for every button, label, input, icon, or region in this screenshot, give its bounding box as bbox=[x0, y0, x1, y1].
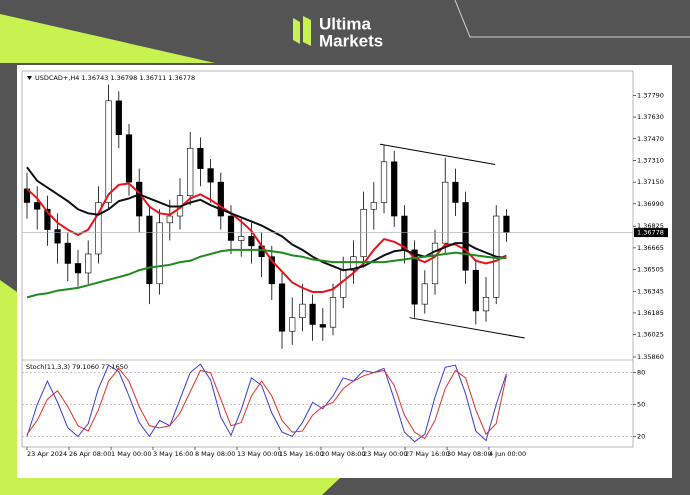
y-tick-label: 1.36665 bbox=[637, 244, 664, 252]
y-tick-label: 1.35860 bbox=[637, 353, 664, 361]
x-tick-label: 20 May 08:00 bbox=[321, 450, 366, 458]
candle-body bbox=[268, 256, 275, 285]
x-tick-label: 8 May 08:00 bbox=[195, 450, 235, 458]
candle-body bbox=[391, 161, 398, 217]
x-tick-label: 26 Apr 08:00 bbox=[69, 450, 111, 458]
candle-body bbox=[146, 215, 153, 285]
accent-shape bbox=[0, 14, 215, 63]
decor-line bbox=[454, 0, 690, 38]
candle-body bbox=[227, 215, 235, 241]
x-tick-label: 3 May 16:00 bbox=[153, 450, 193, 458]
candle-body bbox=[503, 215, 510, 233]
candle-body bbox=[482, 297, 490, 312]
candle-body bbox=[309, 303, 316, 325]
candle-body bbox=[115, 100, 122, 136]
main-plot bbox=[22, 84, 633, 349]
candle-body bbox=[238, 236, 245, 241]
candle-body bbox=[85, 253, 92, 274]
chart-title: USDCAD+,H4 1.36743 1.36798 1.36711 1.367… bbox=[35, 74, 195, 82]
candle-body bbox=[95, 202, 102, 255]
candle-body bbox=[299, 303, 306, 318]
axes: 1.37790 1.37630 1.37470 1.37310 1.37150 1.369… bbox=[26, 91, 668, 458]
last-price-box bbox=[634, 228, 668, 238]
candle-body bbox=[74, 263, 82, 274]
candle-body bbox=[360, 208, 367, 257]
candle-body bbox=[125, 134, 133, 183]
candle-body bbox=[105, 100, 112, 203]
y-tick-label: 1.37470 bbox=[637, 135, 664, 143]
candle-body bbox=[350, 256, 357, 271]
y-tick-label: 50 bbox=[637, 401, 645, 409]
y-tick-label: 1.36825 bbox=[637, 222, 664, 230]
candle-body bbox=[452, 181, 459, 203]
dropdown-icon bbox=[27, 76, 32, 80]
candle-body bbox=[442, 181, 449, 244]
candle-body bbox=[431, 242, 439, 285]
moving-average bbox=[26, 248, 507, 299]
y-tick-label: 1.37310 bbox=[637, 156, 664, 164]
candle-body bbox=[187, 147, 194, 197]
candle-body bbox=[421, 283, 428, 305]
indicator-line bbox=[26, 367, 507, 440]
candle-body bbox=[217, 181, 224, 217]
x-tick-label: 1 May 00:00 bbox=[111, 450, 151, 458]
y-tick-label: 1.36345 bbox=[637, 287, 664, 295]
x-tick-label: 23 Apr 2024 bbox=[27, 450, 67, 458]
indicator-line bbox=[26, 363, 507, 443]
candle-body bbox=[329, 297, 337, 328]
last-price-label: 1.36778 bbox=[637, 229, 664, 237]
logo: Ultima Markets bbox=[293, 14, 383, 50]
candle-body bbox=[64, 242, 71, 264]
brand-name: Ultima bbox=[319, 14, 372, 33]
trend-line bbox=[409, 317, 525, 339]
candle-body bbox=[462, 202, 469, 271]
candle-body bbox=[44, 208, 51, 230]
candle-body bbox=[136, 181, 143, 217]
candle-body bbox=[380, 161, 388, 203]
y-tick-label: 1.37790 bbox=[637, 91, 664, 99]
logo-icon bbox=[303, 16, 311, 46]
candle-body bbox=[319, 324, 326, 328]
candle-body bbox=[248, 236, 255, 247]
candle-body bbox=[411, 249, 418, 305]
candle-body bbox=[197, 147, 204, 169]
y-tick-label: 1.36025 bbox=[637, 331, 664, 339]
y-tick-label: 1.36185 bbox=[637, 309, 664, 317]
candle-body bbox=[401, 215, 408, 251]
indicator-title: Stoch(11,3,3) 79.1060 77.1650 bbox=[26, 363, 128, 371]
indicator-plot bbox=[22, 363, 633, 443]
x-tick-label: 4 Jun 00:00 bbox=[489, 450, 526, 458]
plot-frame bbox=[21, 70, 634, 448]
trend-line bbox=[379, 143, 496, 166]
candle-body bbox=[370, 202, 377, 210]
x-tick-label: 23 May 00:00 bbox=[363, 450, 408, 458]
y-tick-label: 1.37150 bbox=[637, 178, 664, 186]
candle-body bbox=[207, 168, 214, 183]
brand-name: Markets bbox=[319, 31, 383, 50]
candle-body bbox=[472, 269, 479, 312]
candle-body bbox=[156, 222, 163, 285]
y-tick-label: 80 bbox=[637, 369, 645, 377]
candle-body bbox=[166, 215, 173, 224]
x-tick-label: 27 May 16:00 bbox=[405, 450, 450, 458]
logo-icon bbox=[293, 18, 300, 44]
candle-body bbox=[278, 283, 286, 332]
y-tick-label: 1.36990 bbox=[637, 200, 664, 208]
candle-body bbox=[289, 317, 296, 332]
y-tick-label: 1.37630 bbox=[637, 113, 664, 121]
x-tick-label: 15 May 16:00 bbox=[279, 450, 324, 458]
candle-body bbox=[54, 229, 61, 244]
x-tick-label: 13 May 00:00 bbox=[237, 450, 282, 458]
x-tick-label: 30 May 08:00 bbox=[447, 450, 492, 458]
y-tick-label: 20 bbox=[637, 432, 645, 440]
moving-average bbox=[26, 182, 507, 293]
candle-body bbox=[34, 202, 41, 210]
y-tick-label: 1.36505 bbox=[637, 266, 664, 274]
